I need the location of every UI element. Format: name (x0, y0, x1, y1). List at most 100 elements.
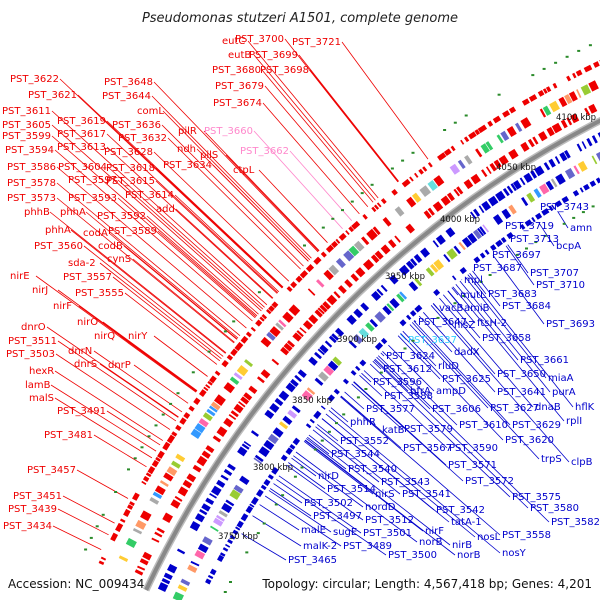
gene-feature (523, 172, 533, 183)
gene-feature (142, 475, 150, 482)
leader-line (107, 166, 265, 308)
leader-line (273, 483, 303, 504)
gene-label: PST_3599 (2, 131, 51, 142)
gene-feature (406, 196, 417, 208)
gene-feature (568, 91, 578, 102)
gene-feature (313, 410, 322, 420)
gene-feature (274, 397, 284, 407)
leader-line (418, 315, 453, 353)
gene-feature (132, 492, 140, 501)
gene-label: PST_3687 (473, 263, 522, 274)
gene-feature (209, 405, 218, 413)
gene-feature (269, 402, 280, 413)
leader-line (252, 515, 302, 547)
leader-line (293, 455, 364, 508)
gene-feature (335, 238, 341, 244)
gene-label: PST_3661 (520, 355, 569, 366)
gene-feature (135, 519, 147, 530)
gene-label: PST_3624 (386, 351, 435, 362)
gene-label: nirE (10, 271, 30, 282)
gene-feature (280, 346, 290, 356)
leader-line (312, 429, 380, 483)
gc-mark (572, 216, 576, 219)
gene-feature (209, 375, 217, 384)
gc-mark (360, 192, 364, 195)
gene-label: PST_3743 (540, 202, 589, 213)
gene-feature (175, 453, 186, 463)
gene-feature (219, 552, 226, 557)
gene-feature (572, 189, 580, 197)
gene-feature (223, 417, 234, 428)
gc-mark (379, 371, 383, 374)
leader-line (123, 245, 238, 340)
genome-summary-text: Topology: circular; Length: 4,567,418 bp… (261, 577, 592, 591)
gene-feature (237, 446, 248, 457)
gene-label: PST_3439 (8, 504, 57, 515)
gene-feature (591, 155, 598, 165)
gene-feature (552, 82, 558, 89)
gene-feature (457, 159, 466, 169)
gene-feature (490, 244, 497, 251)
leader-line (57, 508, 109, 536)
gene-feature (233, 403, 244, 414)
leader-line (56, 182, 241, 337)
gene-feature (331, 240, 339, 248)
gene-feature (520, 117, 532, 129)
gene-feature (480, 143, 490, 154)
gc-mark (293, 475, 297, 478)
gene-feature (583, 64, 593, 73)
gene-feature (202, 412, 213, 422)
gene-feature (521, 98, 530, 106)
leader-line (538, 222, 555, 247)
gene-feature (299, 270, 309, 279)
gene-feature (292, 437, 301, 446)
gene-feature (580, 84, 592, 96)
gc-mark (591, 205, 595, 208)
gene-label: PST_3611 (2, 106, 51, 117)
gene-feature (167, 563, 178, 574)
gc-mark (313, 448, 317, 451)
gene-feature (389, 274, 399, 285)
gene-feature (464, 154, 473, 165)
leader-line (117, 197, 256, 319)
gene-label: PST_3596 (373, 377, 422, 388)
gc-mark (488, 274, 492, 276)
gene-feature (346, 314, 357, 326)
gc-mark (281, 494, 285, 497)
gene-label: comL (137, 106, 164, 117)
leader-line (155, 167, 284, 288)
gene-feature (297, 369, 307, 378)
gc-mark (191, 371, 195, 374)
gene-feature (487, 120, 494, 127)
gene-feature (323, 269, 334, 281)
gene-feature (333, 388, 340, 395)
reverse-outer-track (205, 177, 600, 585)
kbp-ticks: 4100 kbp 4050 kbp 4000 kbp 3950 kbp 3900 kbp… (218, 113, 596, 542)
gene-label: ctpL (233, 165, 255, 176)
gene-label: PST_3552 (340, 436, 389, 447)
gene-feature (362, 259, 375, 271)
kbp-tick-label: 3850 kbp (292, 396, 332, 406)
leader-line (153, 335, 208, 377)
gene-label: PST_3710 (536, 280, 585, 291)
gene-feature (319, 344, 329, 354)
leader-line (409, 324, 489, 409)
leader-line (467, 274, 574, 408)
gene-feature (453, 245, 461, 255)
gene-label: PST_3693 (546, 319, 595, 330)
leader-line (330, 407, 349, 423)
gene-feature (316, 279, 325, 288)
gene-feature (263, 439, 275, 451)
gene-label: PST_3620 (505, 435, 554, 446)
gene-feature (515, 122, 523, 132)
leader-line (203, 130, 320, 251)
gene-feature (360, 302, 370, 312)
gene-feature (215, 514, 225, 522)
gene-feature (140, 510, 152, 522)
gene-feature (458, 241, 466, 251)
gene-feature (171, 460, 181, 469)
gene-feature (508, 148, 519, 160)
leader-line (225, 154, 319, 252)
leader-line (369, 363, 511, 498)
gene-feature (323, 365, 335, 376)
